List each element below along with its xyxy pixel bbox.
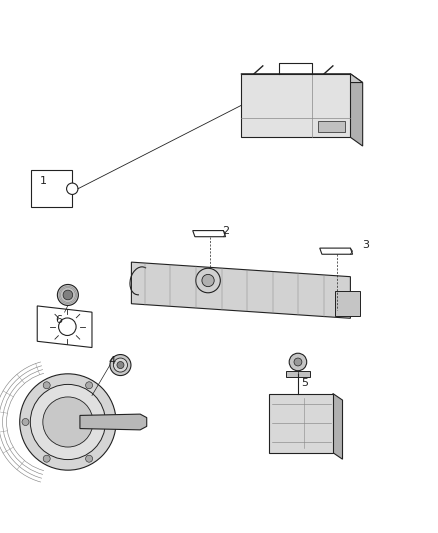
Circle shape bbox=[67, 183, 78, 195]
Text: 2: 2 bbox=[222, 227, 229, 237]
Circle shape bbox=[117, 361, 124, 368]
Circle shape bbox=[57, 285, 78, 305]
Text: 4: 4 bbox=[108, 356, 115, 366]
Circle shape bbox=[107, 418, 114, 425]
Polygon shape bbox=[131, 262, 350, 318]
Circle shape bbox=[289, 353, 307, 371]
Circle shape bbox=[22, 418, 29, 425]
Circle shape bbox=[30, 384, 106, 459]
Circle shape bbox=[85, 382, 92, 389]
Text: 3: 3 bbox=[362, 240, 369, 249]
Polygon shape bbox=[37, 306, 92, 348]
Bar bbox=[335, 290, 360, 316]
Polygon shape bbox=[320, 248, 353, 254]
Bar bbox=[269, 393, 333, 453]
Polygon shape bbox=[333, 393, 343, 459]
Circle shape bbox=[43, 382, 50, 389]
Bar bbox=[286, 371, 310, 377]
Polygon shape bbox=[241, 74, 363, 83]
Circle shape bbox=[43, 455, 50, 462]
Text: 5: 5 bbox=[301, 377, 308, 387]
Bar bbox=[31, 170, 72, 207]
Circle shape bbox=[63, 290, 73, 300]
Circle shape bbox=[113, 358, 127, 372]
Circle shape bbox=[294, 358, 302, 366]
Circle shape bbox=[110, 354, 131, 376]
Circle shape bbox=[43, 397, 93, 447]
Text: 1: 1 bbox=[40, 176, 47, 186]
Circle shape bbox=[20, 374, 116, 470]
Polygon shape bbox=[193, 231, 226, 237]
Bar bbox=[241, 74, 350, 138]
Circle shape bbox=[59, 318, 76, 335]
Text: 6: 6 bbox=[56, 315, 63, 325]
Circle shape bbox=[85, 455, 92, 462]
Polygon shape bbox=[350, 74, 363, 146]
Circle shape bbox=[202, 274, 214, 287]
Polygon shape bbox=[80, 414, 147, 430]
Circle shape bbox=[196, 268, 220, 293]
Bar bbox=[318, 121, 345, 132]
